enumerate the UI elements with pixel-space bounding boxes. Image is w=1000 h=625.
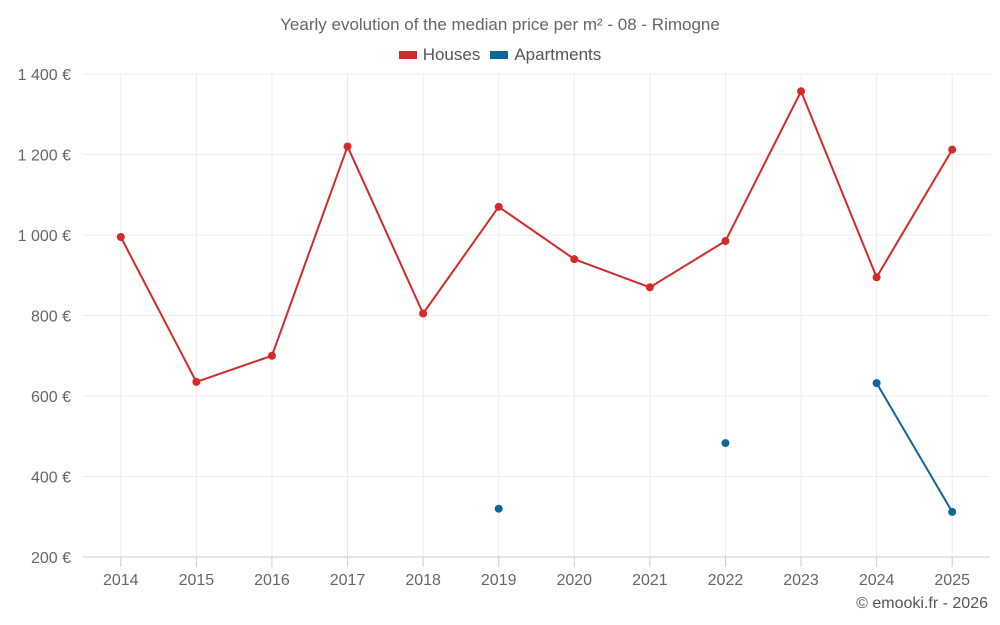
data-point-houses xyxy=(419,309,428,318)
line-segment-houses xyxy=(119,236,198,383)
x-tick-label: 2020 xyxy=(556,572,592,589)
y-tick-label: 1 200 € xyxy=(18,148,71,165)
x-tick-label: 2015 xyxy=(179,572,215,589)
data-point-houses xyxy=(872,273,881,282)
legend-swatch-apartments xyxy=(490,51,509,59)
chart-title: Yearly evolution of the median price per… xyxy=(280,15,720,34)
x-tick-labels: 2014 2015 2016 2017 2018 2019 2020 2021 2022 2023… xyxy=(103,572,970,589)
line-segment-houses xyxy=(875,148,954,279)
x-tick-label: 2025 xyxy=(934,572,970,589)
data-point-houses xyxy=(494,202,503,211)
series-lines xyxy=(119,90,954,513)
data-point-houses xyxy=(570,255,579,264)
line-segment-houses xyxy=(422,205,500,315)
data-point-apartments xyxy=(721,439,730,448)
x-tick-label: 2014 xyxy=(103,572,139,589)
x-tick-label: 2022 xyxy=(708,572,744,589)
x-tick-label: 2018 xyxy=(405,572,441,589)
grid-lines xyxy=(83,73,990,557)
data-point-houses xyxy=(645,283,654,292)
line-segment-apartments xyxy=(875,382,954,513)
y-tick-labels: 200 € 400 € 600 € 800 € 1 000 € 1 200 € 1 400 … xyxy=(18,67,71,567)
y-tick-label: 1 000 € xyxy=(18,228,71,245)
y-tick-label: 400 € xyxy=(31,470,71,487)
x-tick-label: 2023 xyxy=(783,572,819,589)
data-point-houses xyxy=(116,233,125,242)
data-point-houses xyxy=(192,377,201,386)
axes xyxy=(83,556,990,567)
data-point-houses xyxy=(343,142,352,151)
legend-item-houses[interactable]: Houses xyxy=(398,45,481,65)
line-segment-houses xyxy=(800,90,878,279)
line-segment-houses xyxy=(270,145,349,357)
data-point-apartments xyxy=(494,504,503,513)
line-segment-houses xyxy=(497,205,576,261)
data-point-houses xyxy=(267,351,276,360)
line-segment-houses xyxy=(724,90,803,243)
x-tick-label: 2019 xyxy=(481,572,517,589)
data-point-apartments xyxy=(872,379,881,388)
line-segment-houses xyxy=(573,258,651,289)
data-point-houses xyxy=(721,237,730,246)
legend-item-apartments[interactable]: Apartments xyxy=(490,45,601,65)
legend: Houses Apartments xyxy=(0,45,1000,65)
legend-swatch-houses xyxy=(398,51,417,59)
line-segment-houses xyxy=(346,145,425,315)
y-tick-label: 200 € xyxy=(31,550,71,567)
line-segment-houses xyxy=(648,240,727,289)
y-tick-label: 800 € xyxy=(31,309,71,326)
data-point-apartments xyxy=(948,507,957,516)
x-tick-label: 2016 xyxy=(254,572,290,589)
data-point-houses xyxy=(797,87,806,96)
legend-label-houses: Houses xyxy=(422,45,481,64)
x-tick-label: 2021 xyxy=(632,572,668,589)
y-tick-label: 600 € xyxy=(31,389,71,406)
credit-text: © emooki.fr - 2026 xyxy=(856,595,988,612)
x-tick-label: 2017 xyxy=(330,572,366,589)
legend-label-apartments: Apartments xyxy=(514,45,602,64)
line-segment-houses xyxy=(195,354,273,383)
series-points xyxy=(116,87,957,516)
data-point-houses xyxy=(948,145,957,154)
y-tick-label: 1 400 € xyxy=(18,67,71,84)
x-tick-label: 2024 xyxy=(859,572,895,589)
